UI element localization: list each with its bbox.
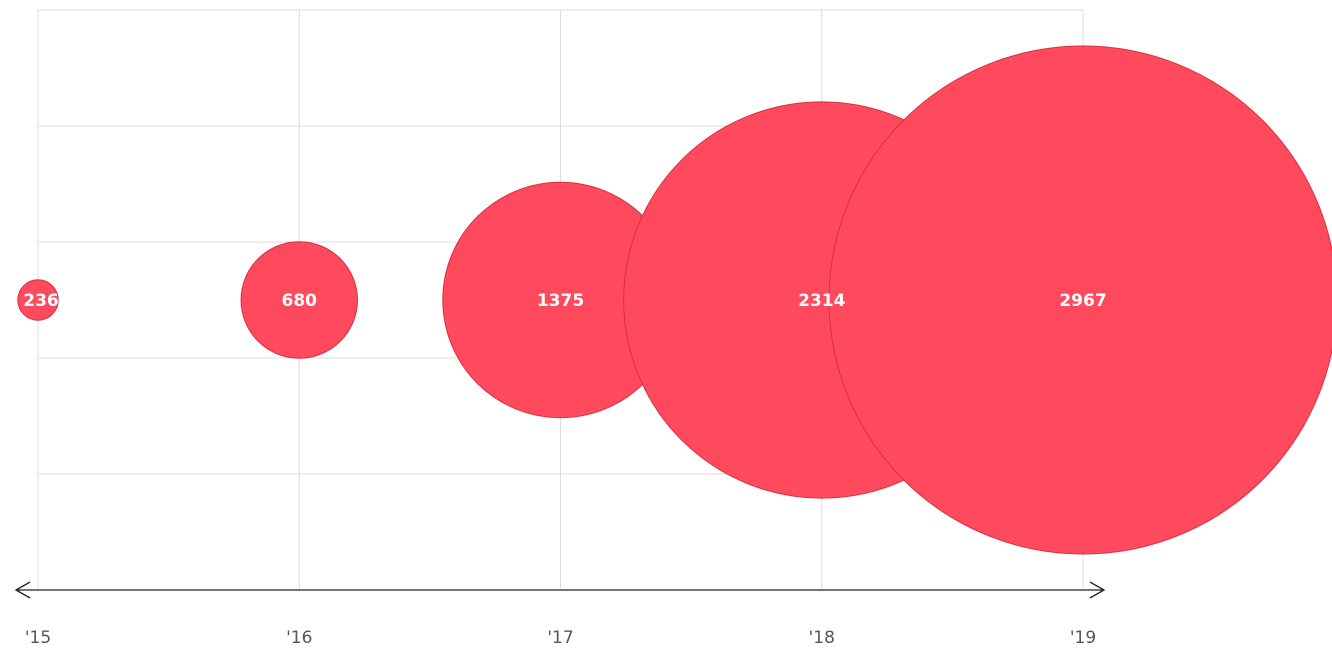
labels: 236 '15 680 '16 1375 '17 2314 '18 2967 '19 (23, 291, 1106, 648)
axis-arrow-right (1089, 581, 1106, 599)
value-label: 680 (282, 291, 318, 311)
value-label: 2314 (798, 291, 845, 311)
value-label: 236 (23, 291, 59, 311)
x-tick-label: '16 (286, 628, 312, 648)
axis-arrow-left (14, 581, 31, 599)
bubble (17, 279, 59, 321)
bubble (240, 241, 358, 359)
x-axis (14, 581, 1106, 599)
bubble (828, 45, 1332, 555)
x-tick-label: '15 (25, 628, 51, 648)
x-tick-label: '19 (1070, 628, 1096, 648)
value-label: 2967 (1059, 291, 1106, 311)
bubbles (17, 45, 1332, 555)
value-label: 1375 (537, 291, 584, 311)
x-tick-label: '17 (547, 628, 573, 648)
x-tick-label: '18 (809, 628, 835, 648)
